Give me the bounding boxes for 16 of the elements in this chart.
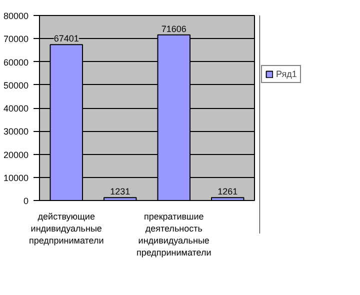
y-tick-label: 80000 [3, 11, 29, 21]
legend-label: Ряд1 [276, 69, 297, 79]
y-tick-label: 60000 [3, 57, 29, 68]
data-label: 1261 [218, 186, 238, 197]
data-label: 1231 [110, 186, 130, 197]
y-tick-label: 40000 [3, 104, 29, 114]
y-tick-label: 70000 [3, 34, 29, 44]
x-tick-label: прекратившие деятельность индивидуальные предприниматели [136, 212, 212, 258]
y-tick-label: 20000 [3, 150, 29, 160]
data-label: 67401 [54, 34, 79, 44]
data-label: 71606 [161, 24, 186, 34]
x-tick-label: действующие индивидуальные предприниматели [28, 212, 104, 246]
y-tick-label: 0 [23, 196, 29, 206]
y-tick-label: 30000 [3, 126, 29, 137]
y-tick-label: 10000 [3, 172, 29, 183]
y-tick-label: 50000 [3, 80, 29, 90]
